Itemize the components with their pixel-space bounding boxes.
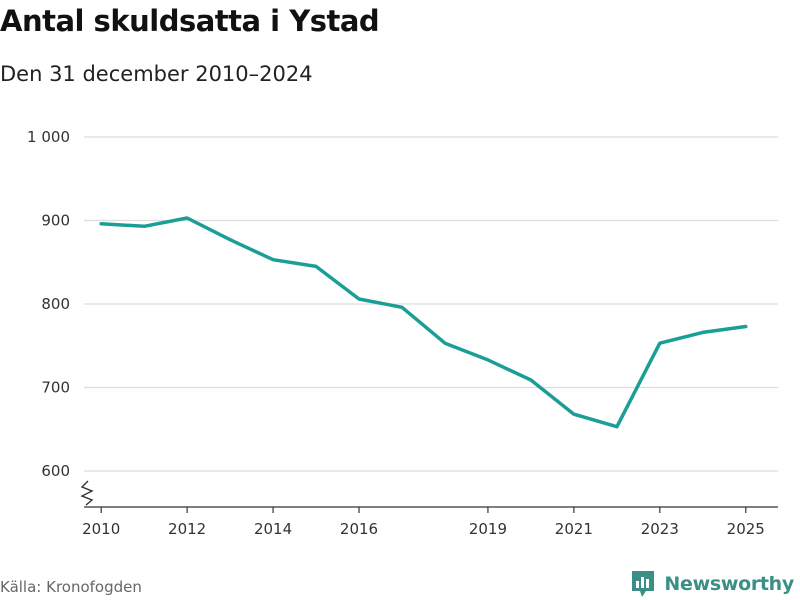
x-tick-label: 2014	[254, 520, 292, 538]
y-tick-label: 600	[41, 462, 70, 480]
x-tick-label: 2025	[727, 520, 765, 538]
grid-lines	[84, 136, 778, 472]
brand-name: Newsworthy	[664, 573, 794, 595]
y-axis-ticks: 600 700 800 900 1 000	[27, 128, 70, 480]
series-layer	[99, 216, 748, 429]
x-tick-label: 2023	[641, 520, 679, 538]
x-tick-label: 2019	[469, 520, 507, 538]
y-tick-label: 900	[41, 212, 70, 230]
y-tick-label: 800	[41, 295, 70, 313]
chart-title: Antal skuldsatta i Ystad	[0, 4, 380, 38]
y-tick-label: 1 000	[27, 128, 70, 146]
chart-subtitle: Den 31 december 2010–2024	[0, 62, 313, 86]
series-line	[99, 216, 748, 429]
x-tick-label: 2012	[168, 520, 206, 538]
x-tick-label: 2016	[340, 520, 378, 538]
axis-break-icon	[80, 480, 94, 506]
newsworthy-logo-icon	[632, 571, 655, 597]
x-axis	[80, 480, 778, 508]
x-tick-label: 2021	[555, 520, 593, 538]
source-note: Källa: Kronofogden	[0, 578, 142, 596]
y-tick-label: 700	[41, 379, 70, 397]
x-tick-label: 2010	[82, 520, 120, 538]
x-axis-ticks: 2010 2012 2014 2016 2019 2021 2023 2025	[82, 507, 765, 538]
brand-logo: Newsworthy	[630, 569, 794, 599]
